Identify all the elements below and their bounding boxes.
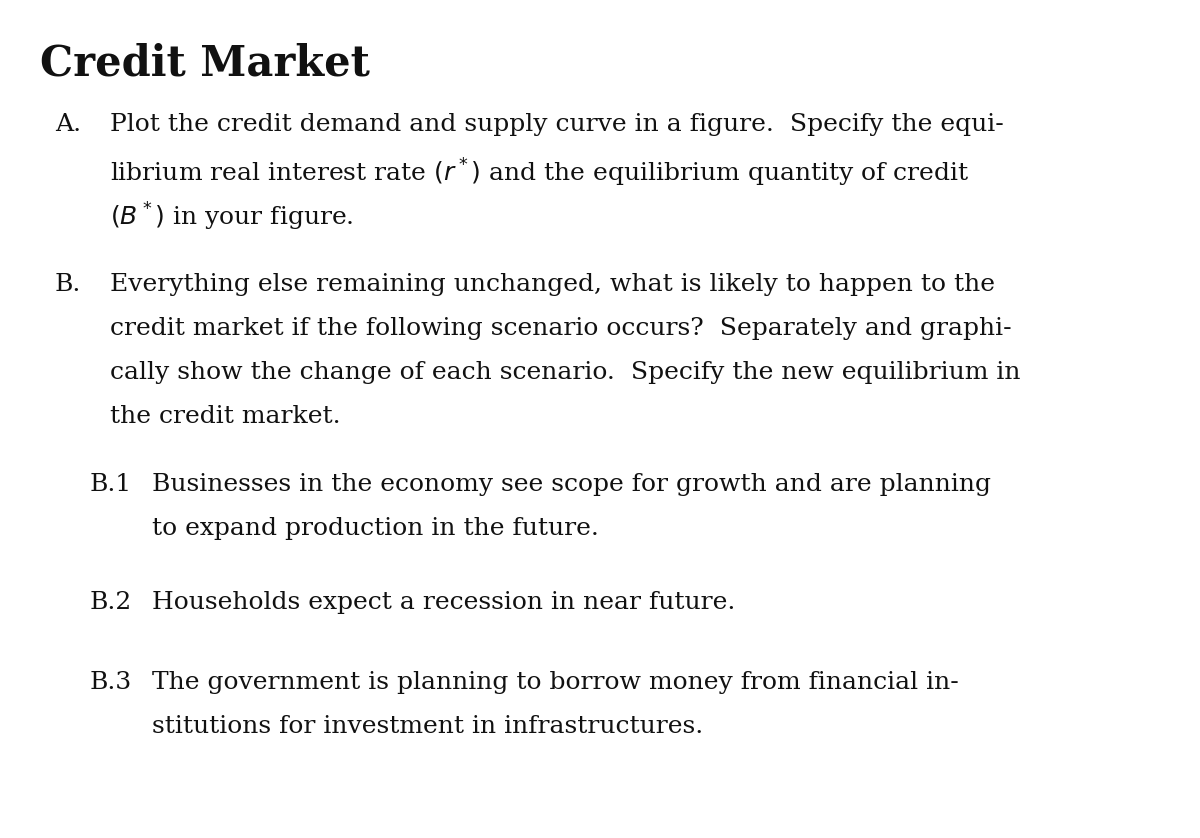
Text: $(B^*)$ in your figure.: $(B^*)$ in your figure.: [110, 201, 354, 233]
Text: B.2: B.2: [90, 591, 132, 614]
Text: Plot the credit demand and supply curve in a figure.  Specify the equi-: Plot the credit demand and supply curve …: [110, 113, 1003, 136]
Text: The government is planning to borrow money from financial in-: The government is planning to borrow mon…: [152, 671, 959, 694]
Text: Credit Market: Credit Market: [40, 43, 370, 85]
Text: A.: A.: [55, 113, 82, 136]
Text: B.1: B.1: [90, 473, 132, 496]
Text: B.: B.: [55, 273, 82, 296]
Text: librium real interest rate $(r^*)$ and the equilibrium quantity of credit: librium real interest rate $(r^*)$ and t…: [110, 157, 970, 189]
Text: cally show the change of each scenario.  Specify the new equilibrium in: cally show the change of each scenario. …: [110, 361, 1020, 384]
Text: Businesses in the economy see scope for growth and are planning: Businesses in the economy see scope for …: [152, 473, 991, 496]
Text: Households expect a recession in near future.: Households expect a recession in near fu…: [152, 591, 736, 614]
Text: B.3: B.3: [90, 671, 132, 694]
Text: to expand production in the future.: to expand production in the future.: [152, 517, 599, 540]
Text: the credit market.: the credit market.: [110, 405, 341, 428]
Text: Everything else remaining unchanged, what is likely to happen to the: Everything else remaining unchanged, wha…: [110, 273, 995, 296]
Text: credit market if the following scenario occurs?  Separately and graphi-: credit market if the following scenario …: [110, 317, 1012, 340]
Text: stitutions for investment in infrastructures.: stitutions for investment in infrastruct…: [152, 715, 703, 738]
